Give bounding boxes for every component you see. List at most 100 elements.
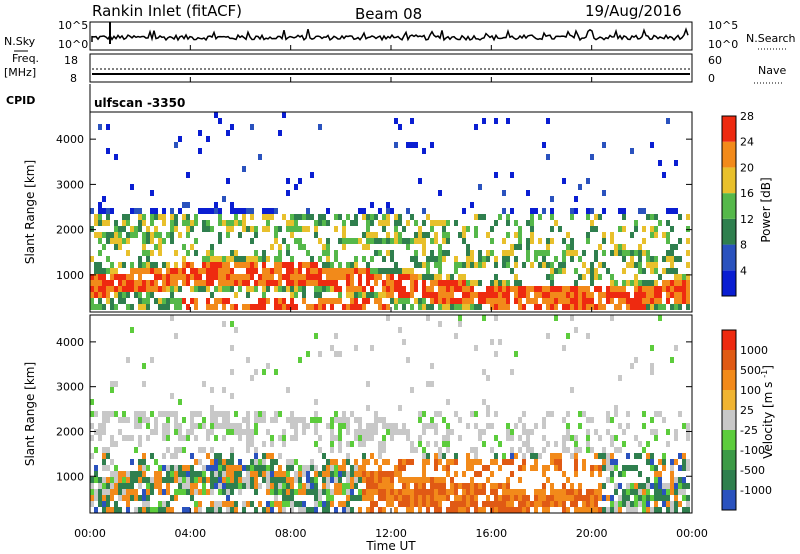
heatmap-cell (630, 465, 634, 471)
heatmap-cell (162, 286, 166, 292)
heatmap-cell (146, 268, 150, 274)
heatmap-cell (446, 495, 450, 501)
heatmap-cell (410, 118, 414, 124)
heatmap-cell (578, 423, 582, 429)
heatmap-cell (162, 429, 166, 435)
heatmap-cell (398, 232, 402, 238)
heatmap-cell (266, 507, 270, 513)
heatmap-cell (434, 501, 438, 507)
heatmap-cell (686, 483, 690, 489)
heatmap-cell (110, 238, 114, 244)
heatmap-cell (266, 298, 270, 304)
heatmap-cell (578, 489, 582, 495)
heatmap-cell (154, 459, 158, 465)
heatmap-cell (114, 154, 118, 160)
heatmap-cell (434, 262, 438, 268)
heatmap-cell (290, 304, 294, 310)
heatmap-cell (462, 286, 466, 292)
heatmap-cell (398, 459, 402, 465)
heatmap-cell (134, 417, 138, 423)
heatmap-cell (138, 417, 142, 423)
heatmap-cell (418, 435, 422, 441)
heatmap-cell (514, 274, 518, 280)
heatmap-cell (202, 483, 206, 489)
heatmap-cell (314, 465, 318, 471)
colorbar-swatch (722, 141, 736, 168)
heatmap-cell (370, 268, 374, 274)
heatmap-cell (242, 166, 246, 172)
heatmap-cell (166, 298, 170, 304)
heatmap-cell (310, 477, 314, 483)
heatmap-cell (358, 489, 362, 495)
heatmap-cell (210, 465, 214, 471)
heatmap-cell (678, 214, 682, 220)
heatmap-cell (362, 232, 366, 238)
heatmap-cell (118, 226, 122, 232)
heatmap-cell (642, 483, 646, 489)
heatmap-cell (610, 477, 614, 483)
heatmap-cell (234, 208, 238, 214)
heatmap-cell (494, 298, 498, 304)
heatmap-cell (426, 286, 430, 292)
heatmap-cell (278, 256, 282, 262)
heatmap-cell (446, 220, 450, 226)
heatmap-cell (218, 280, 222, 286)
heatmap-cell (390, 471, 394, 477)
heatmap-cell (274, 495, 278, 501)
heatmap-cell (350, 298, 354, 304)
heatmap-cell (106, 495, 110, 501)
heatmap-cell (126, 214, 130, 220)
heatmap-cell (614, 489, 618, 495)
heatmap-cell (498, 495, 502, 501)
heatmap-cell (422, 280, 426, 286)
x-tick-label: 16:00 (475, 527, 507, 540)
heatmap-cell (378, 453, 382, 459)
heatmap-cell (506, 298, 510, 304)
heatmap-cell (226, 429, 230, 435)
heatmap-cell (210, 429, 214, 435)
heatmap-cell (322, 220, 326, 226)
heatmap-cell (242, 429, 246, 435)
heatmap-cell (322, 304, 326, 310)
heatmap-cell (238, 489, 242, 495)
heatmap-cell (146, 507, 150, 513)
heatmap-cell (262, 298, 266, 304)
heatmap-cell (162, 208, 166, 214)
heatmap-cell (470, 411, 474, 417)
heatmap-cell (506, 286, 510, 292)
heatmap-cell (142, 268, 146, 274)
heatmap-cell (498, 214, 502, 220)
heatmap-cell (546, 238, 550, 244)
heatmap-cell (362, 453, 366, 459)
heatmap-cell (422, 250, 426, 256)
heatmap-cell (538, 495, 542, 501)
heatmap-cell (402, 423, 406, 429)
heatmap-cell (438, 298, 442, 304)
heatmap-cell (650, 465, 654, 471)
heatmap-cell (382, 268, 386, 274)
heatmap-cell (350, 268, 354, 274)
heatmap-cell (114, 304, 118, 310)
heatmap-cell (386, 268, 390, 274)
heatmap-cell (454, 501, 458, 507)
heatmap-cell (158, 489, 162, 495)
heatmap-cell (122, 411, 126, 417)
heatmap-cell (670, 286, 674, 292)
heatmap-cell (518, 417, 522, 423)
heatmap-cell (258, 411, 262, 417)
heatmap-cell (350, 304, 354, 310)
heatmap-cell (146, 477, 150, 483)
heatmap-cell (354, 304, 358, 310)
heatmap-cell (278, 483, 282, 489)
heatmap-cell (662, 489, 666, 495)
heatmap-cell (210, 417, 214, 423)
heatmap-cell (526, 238, 530, 244)
heatmap-cell (334, 274, 338, 280)
heatmap-cell (686, 280, 690, 286)
heatmap-cell (130, 226, 134, 232)
heatmap-cell (138, 280, 142, 286)
heatmap-cell (434, 280, 438, 286)
heatmap-cell (262, 507, 266, 513)
heatmap-cell (118, 489, 122, 495)
heatmap-cell (242, 220, 246, 226)
